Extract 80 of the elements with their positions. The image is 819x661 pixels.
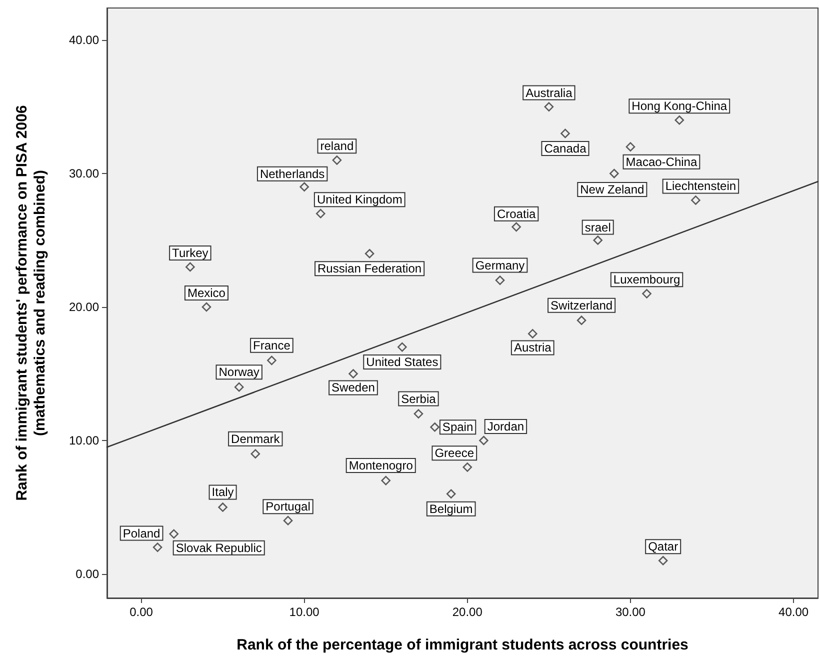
y-tick-label: 0.00: [76, 566, 100, 581]
point: [446, 489, 456, 499]
point: [658, 556, 668, 566]
annotation: Switzerland: [550, 298, 613, 312]
annotation: Liechtenstein: [665, 179, 736, 194]
annotation: Macao-China: [626, 154, 698, 169]
annotation: Turkey: [172, 246, 208, 260]
point: [267, 356, 276, 366]
annotation: Australia: [526, 86, 573, 100]
annotation: srael: [584, 220, 611, 234]
annotation: France: [253, 338, 291, 352]
annotation: Russian Federation: [318, 262, 422, 276]
point: [462, 462, 472, 472]
point: [528, 329, 538, 338]
annotation: Sweden: [332, 380, 375, 395]
point: [398, 342, 407, 352]
point: [186, 262, 195, 272]
annotation: Jordan: [487, 419, 524, 434]
point: [218, 502, 228, 512]
x-tick-label: 10.00: [289, 605, 320, 619]
point: [348, 369, 358, 378]
point: [234, 382, 244, 392]
annotation: Portugal: [266, 500, 310, 514]
y-tick-label: 30.00: [68, 166, 100, 181]
annotation: Serbia: [401, 392, 436, 406]
annotation: Croatia: [496, 206, 536, 221]
point: [512, 222, 521, 232]
point: [495, 276, 505, 285]
x-axis-title: Rank of the percentage of immigrant students across countries: [236, 636, 688, 654]
point: [674, 115, 684, 125]
annotation: reland: [320, 139, 354, 154]
y-tick-label: 10.00: [68, 433, 100, 448]
point: [152, 542, 162, 552]
point: [691, 196, 700, 205]
x-tick-label: 0.00: [130, 605, 154, 619]
annotation: Luxembourg: [613, 272, 680, 287]
annotation: Mexico: [187, 286, 226, 300]
x-tick-label: 20.00: [452, 605, 483, 619]
point: [576, 316, 586, 326]
point: [250, 449, 260, 458]
point: [544, 102, 554, 112]
point: [430, 422, 440, 432]
annotation: Belgium: [429, 502, 473, 516]
point: [364, 248, 374, 258]
annotation: Canada: [544, 141, 587, 156]
annotation: New Zeland: [580, 182, 644, 197]
y-tick-label: 40.00: [68, 33, 100, 48]
point: [300, 182, 309, 192]
point: [610, 168, 619, 178]
annotation: Netherlands: [260, 166, 325, 181]
point: [169, 529, 179, 539]
annotation: Greece: [434, 446, 474, 460]
y-axis-title: Rank of immigrant students' performance on PISA 2006 (mathematics and reading combined): [14, 105, 48, 501]
x-tick-label: 40.00: [778, 605, 809, 619]
point: [560, 128, 570, 138]
point: [479, 436, 488, 446]
point: [316, 208, 326, 218]
point: [642, 289, 652, 298]
annotation: Qatar: [648, 540, 678, 554]
annotation: Poland: [122, 526, 160, 540]
annotation: Slovak Republic: [176, 540, 262, 555]
annotation: Italy: [212, 485, 234, 500]
y-tick-label: 20.00: [68, 300, 100, 314]
point: [626, 142, 636, 152]
point: [381, 476, 391, 486]
point: [593, 236, 602, 245]
point: [202, 302, 212, 312]
x-tick-label: 30.00: [615, 605, 646, 619]
annotation: Germany: [475, 258, 525, 272]
annotation: Spain: [442, 420, 474, 434]
annotation: Denmark: [231, 432, 281, 446]
annotation: Hong Kong-China: [632, 99, 728, 114]
point: [283, 516, 293, 526]
annotation: United Kingdom: [316, 192, 402, 207]
annotation: United States: [366, 355, 438, 370]
point: [332, 156, 342, 165]
annotation: Montenogro: [348, 458, 414, 473]
annotation: Norway: [218, 365, 260, 380]
point: [414, 409, 424, 418]
annotation: Austria: [514, 340, 552, 355]
